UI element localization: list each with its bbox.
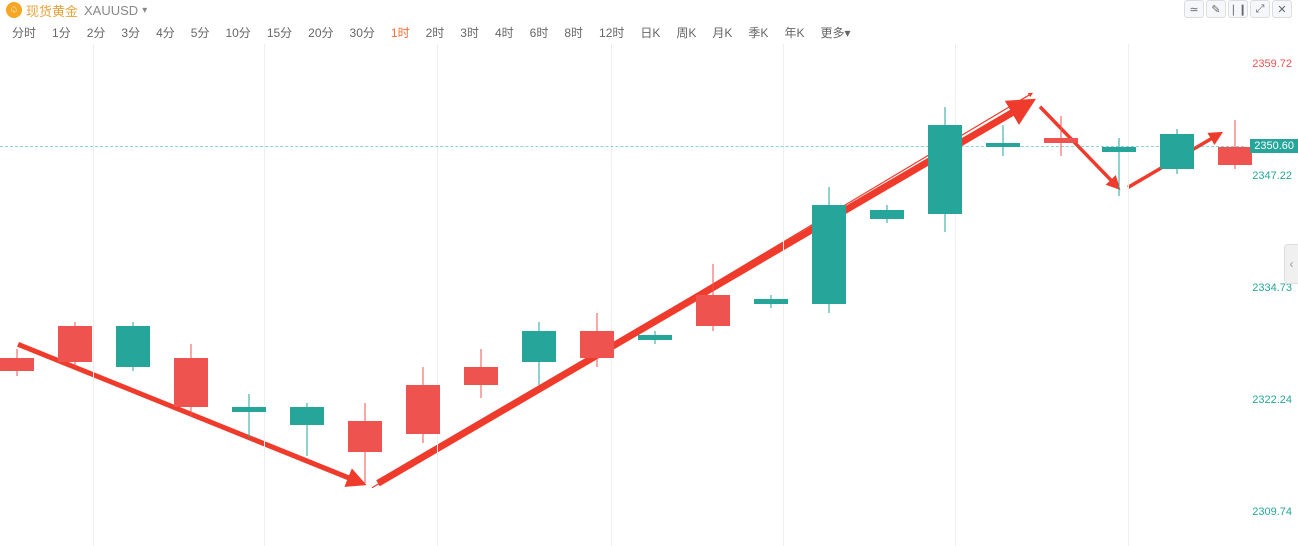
candle-body xyxy=(406,385,440,434)
candle[interactable] xyxy=(0,44,34,546)
timeframe-季K[interactable]: 季K xyxy=(742,24,774,41)
timeframe-20分[interactable]: 20分 xyxy=(302,24,339,41)
timeframe-5分[interactable]: 5分 xyxy=(185,24,216,41)
candle-body xyxy=(1102,147,1136,151)
candle-body xyxy=(290,407,324,425)
timeframe-1分[interactable]: 1分 xyxy=(46,24,77,41)
symbol-icon: ♤ xyxy=(6,2,22,18)
timeframe-12时[interactable]: 12时 xyxy=(593,24,630,41)
candle[interactable] xyxy=(116,44,150,546)
candle[interactable] xyxy=(928,44,962,546)
timeframe-月K[interactable]: 月K xyxy=(706,24,738,41)
candle-body xyxy=(580,331,614,358)
candle-body xyxy=(1160,134,1194,170)
candle-body xyxy=(928,125,962,215)
candle[interactable] xyxy=(696,44,730,546)
y-axis-tick: 2347.22 xyxy=(1252,170,1292,182)
candle[interactable] xyxy=(406,44,440,546)
timeframe-日K[interactable]: 日K xyxy=(634,24,666,41)
timeframe-1时[interactable]: 1时 xyxy=(385,24,416,41)
candle-body xyxy=(638,335,672,339)
timeframe-分时[interactable]: 分时 xyxy=(6,24,42,41)
timeframe-3分[interactable]: 3分 xyxy=(115,24,146,41)
timeframe-4时[interactable]: 4时 xyxy=(489,24,520,41)
timeframe-bar: 分时1分2分3分4分5分10分 15分20分 30分1时2时3时4时6时8时12时日… xyxy=(0,20,1298,44)
candle[interactable] xyxy=(1044,44,1078,546)
expand-icon[interactable]: ⤢ xyxy=(1250,0,1270,18)
candle[interactable] xyxy=(174,44,208,546)
candle[interactable] xyxy=(870,44,904,546)
chart-header: ♤ 现货黄金 XAUUSD ▾ ≃✎❘❙⤢✕ xyxy=(0,0,1298,20)
grid-line xyxy=(93,44,94,546)
candle-body xyxy=(116,326,150,366)
candle-wick xyxy=(249,394,250,439)
timeframe-2时[interactable]: 2时 xyxy=(420,24,451,41)
candle[interactable] xyxy=(232,44,266,546)
candle[interactable] xyxy=(348,44,382,546)
timeframe-8时[interactable]: 8时 xyxy=(558,24,589,41)
candle-body xyxy=(232,407,266,411)
candle-style-icon[interactable]: ❘❙ xyxy=(1228,0,1248,18)
candle-wick xyxy=(1003,125,1004,156)
candle-body xyxy=(986,143,1020,147)
timeframe-周K[interactable]: 周K xyxy=(670,24,702,41)
timeframe-更多[interactable]: 更多▾ xyxy=(814,24,856,41)
symbol-ticker: XAUUSD xyxy=(84,3,138,18)
timeframe-6时[interactable]: 6时 xyxy=(524,24,555,41)
candle[interactable] xyxy=(580,44,614,546)
candle-body xyxy=(696,295,730,326)
candlestick-chart[interactable] xyxy=(0,44,1244,546)
y-axis-tick: 2322.24 xyxy=(1252,394,1292,406)
y-axis-tick: 2309.74 xyxy=(1252,506,1292,518)
timeframe-30分[interactable]: 30分 xyxy=(344,24,381,41)
candle[interactable] xyxy=(522,44,556,546)
candle-body xyxy=(870,210,904,219)
candle[interactable] xyxy=(638,44,672,546)
candle[interactable] xyxy=(58,44,92,546)
candle[interactable] xyxy=(1102,44,1136,546)
dropdown-caret-icon[interactable]: ▾ xyxy=(142,5,147,16)
indicator-icon[interactable]: ≃ xyxy=(1184,0,1204,18)
candle[interactable] xyxy=(290,44,324,546)
candle-body xyxy=(754,299,788,303)
collapse-panel-icon[interactable]: ‹ xyxy=(1284,244,1298,284)
candle[interactable] xyxy=(754,44,788,546)
timeframe-15分[interactable]: 15分 xyxy=(261,24,298,41)
chart-container: 2359.72 2347.22 2334.73 2322.24 2309.74 2350.… xyxy=(0,44,1298,546)
timeframe-4分[interactable]: 4分 xyxy=(150,24,181,41)
candle[interactable] xyxy=(986,44,1020,546)
candle-body xyxy=(464,367,498,385)
timeframe-2分[interactable]: 2分 xyxy=(81,24,112,41)
candle[interactable] xyxy=(812,44,846,546)
timeframe-年K[interactable]: 年K xyxy=(778,24,810,41)
header-tool-icons: ≃✎❘❙⤢✕ xyxy=(1184,0,1292,18)
candle[interactable] xyxy=(464,44,498,546)
pencil-icon[interactable]: ✎ xyxy=(1206,0,1226,18)
candle-body xyxy=(1044,138,1078,142)
candle[interactable] xyxy=(1160,44,1194,546)
current-price-tag: 2350.60 xyxy=(1250,139,1298,153)
y-axis-tick: 2359.72 xyxy=(1252,58,1292,70)
close-icon[interactable]: ✕ xyxy=(1272,0,1292,18)
candle-body xyxy=(348,421,382,452)
timeframe-10分[interactable]: 10分 xyxy=(219,24,256,41)
timeframe-3时[interactable]: 3时 xyxy=(454,24,485,41)
candle-body xyxy=(812,205,846,304)
candle-body xyxy=(522,331,556,362)
candle-body xyxy=(174,358,208,407)
candle-body xyxy=(58,326,92,362)
y-axis-tick: 2334.73 xyxy=(1252,282,1292,294)
candle-body xyxy=(0,358,34,371)
symbol-name[interactable]: 现货黄金 xyxy=(26,1,78,20)
candle-wick xyxy=(1061,116,1062,156)
price-axis: 2359.72 2347.22 2334.73 2322.24 2309.74 2350.… xyxy=(1244,44,1298,546)
